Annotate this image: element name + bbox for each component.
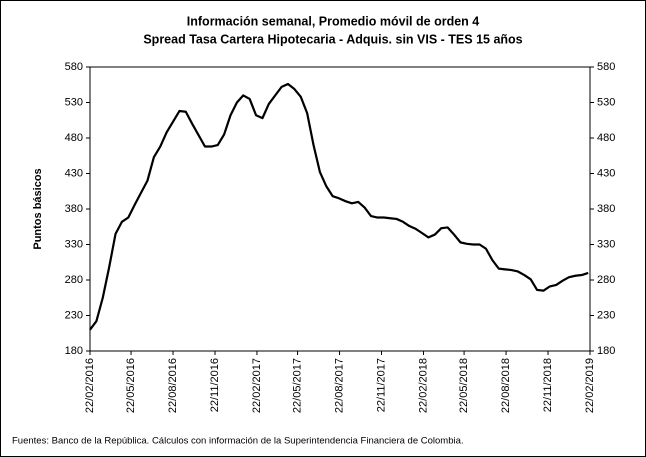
y-tick-label: 430 [65, 167, 83, 179]
y2-tick-label: 480 [597, 132, 615, 144]
y-tick-label: 480 [65, 132, 83, 144]
y-tick-label: 330 [65, 238, 83, 250]
y2-tick-label: 230 [597, 309, 615, 321]
source-note: Fuentes: Banco de la República. Cálculos… [12, 436, 464, 447]
x-tick-label: 22/08/2018 [500, 358, 512, 413]
y2-tick-label: 280 [597, 274, 615, 286]
y-axis-title: Puntos básicos [32, 168, 44, 249]
x-tick-label: 22/05/2018 [458, 358, 470, 413]
y-tick-label: 180 [65, 345, 83, 357]
y-tick-label: 580 [65, 61, 83, 73]
x-tick-label: 22/11/2016 [209, 358, 221, 412]
y2-tick-label: 580 [597, 61, 615, 73]
y-tick-label: 280 [65, 274, 83, 286]
y-tick-label: 380 [65, 203, 83, 215]
y2-tick-label: 380 [597, 203, 615, 215]
x-tick-label: 22/02/2016 [84, 358, 96, 413]
y2-tick-label: 430 [597, 167, 615, 179]
y2-tick-label: 330 [597, 238, 615, 250]
x-tick-label: 22/11/2018 [542, 358, 554, 412]
chart-title: Información semanal, Promedio móvil de o… [187, 14, 479, 28]
x-tick-label: 22/05/2016 [125, 358, 137, 413]
x-tick-label: 22/02/2019 [584, 358, 596, 413]
data-line [89, 82, 589, 331]
x-tick-label: 22/02/2018 [417, 358, 429, 413]
y2-tick-label: 180 [597, 345, 615, 357]
y2-tick-label: 530 [597, 96, 615, 108]
x-tick-label: 22/02/2017 [251, 358, 263, 413]
x-tick-label: 22/08/2016 [167, 358, 179, 413]
y-tick-label: 530 [65, 96, 83, 108]
chart-subtitle: Spread Tasa Cartera Hipotecaria - Adquis… [143, 32, 522, 46]
y-tick-label: 230 [65, 309, 83, 321]
x-tick-label: 22/11/2017 [375, 358, 387, 412]
x-tick-label: 22/05/2017 [291, 358, 303, 413]
x-tick-label: 22/08/2017 [333, 358, 345, 413]
